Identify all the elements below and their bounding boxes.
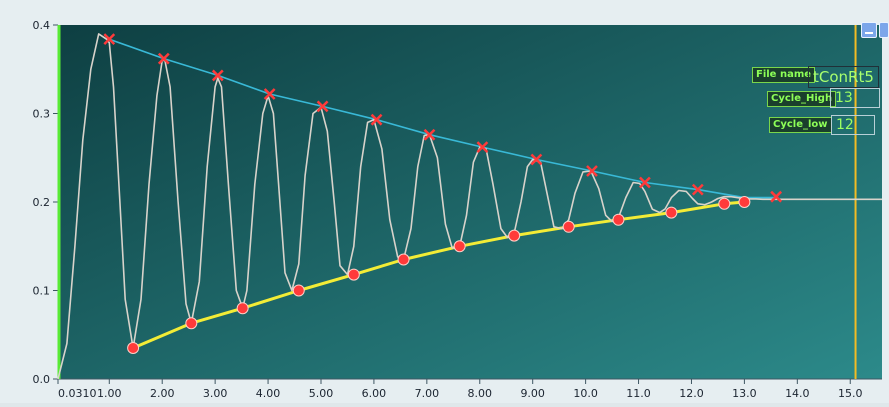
cycle-low-label: Cycle_low <box>769 117 832 133</box>
peak-marker <box>423 128 436 141</box>
peak-marker <box>770 190 783 203</box>
x-tick-label: 5.00 <box>309 387 334 400</box>
peak-marker-stroke <box>586 165 598 177</box>
y-tick-label: 0.3 <box>33 108 51 121</box>
peak-marker-stroke <box>423 128 436 141</box>
minimize-icon[interactable] <box>861 22 877 38</box>
peak-marker-stroke <box>316 100 329 113</box>
peak-marker-stroke <box>211 69 224 82</box>
upper-envelope-line <box>109 38 777 199</box>
peak-marker <box>639 176 651 189</box>
peak-marker <box>691 183 704 196</box>
peak-marker <box>211 69 224 82</box>
peak-marker <box>263 88 276 100</box>
x-tick-label: 10.0 <box>573 387 598 400</box>
x-tick-label: 13.0 <box>732 387 757 400</box>
cycle-high-value[interactable]: 13 <box>830 88 880 108</box>
x-tick-label: 11.0 <box>626 387 651 400</box>
peak-marker-stroke <box>103 33 116 46</box>
valley-marker <box>347 268 360 281</box>
peak-marker-stroke <box>476 141 489 154</box>
peak-marker <box>316 100 329 113</box>
valley-marker <box>185 317 198 330</box>
peak-marker-stroke <box>691 183 704 196</box>
y-axis-ticks: 0.4 0.3 0.2 0.1 0.0 <box>33 19 58 386</box>
peak-marker <box>157 52 170 65</box>
y-tick-label: 0.2 <box>33 196 51 209</box>
valley-marker <box>127 342 140 355</box>
peak-marker-stroke <box>530 153 543 166</box>
restore-icon[interactable] <box>879 22 889 38</box>
y-tick-label: 0.1 <box>33 285 51 298</box>
peak-marker-stroke <box>157 52 170 65</box>
x-tick-label: 12.0 <box>679 387 704 400</box>
peak-marker <box>103 33 116 46</box>
peak-marker-stroke <box>370 113 383 126</box>
marker-layer <box>103 33 783 355</box>
peak-marker-stroke <box>639 176 651 189</box>
valley-marker <box>397 253 410 266</box>
file-name-value[interactable]: tConRt5 <box>808 66 879 88</box>
x-tick-label: 2.00 <box>150 387 175 400</box>
x-tick-label: 14.0 <box>785 387 810 400</box>
cycle-low-value[interactable]: 12 <box>831 115 875 135</box>
file-name-label: File name <box>752 67 816 83</box>
x-tick-label: 1.00 <box>97 387 122 400</box>
x-axis-ticks: 0.0310 1.00 2.00 3.00 4.00 5.00 6.00 7.00 8.00 9.… <box>57 379 863 400</box>
peak-marker-stroke <box>263 88 276 100</box>
valley-marker <box>612 213 625 226</box>
valley-marker <box>562 220 575 233</box>
cycle-high-label: Cycle_High <box>767 91 837 107</box>
peak-marker-stroke <box>770 190 783 203</box>
x-tick-label: 0.0310 <box>58 387 97 400</box>
signal-line <box>57 33 882 380</box>
valley-marker <box>453 240 466 253</box>
peak-marker <box>586 165 598 177</box>
x-tick-label: 9.00 <box>520 387 545 400</box>
valley-marker <box>718 197 731 210</box>
valley-marker <box>236 302 249 315</box>
peak-marker <box>530 153 543 166</box>
x-tick-label: 4.00 <box>256 387 281 400</box>
cursor-layer <box>57 25 857 379</box>
valley-marker <box>292 284 305 297</box>
valley-marker <box>665 206 678 219</box>
valley-marker <box>738 196 751 208</box>
x-tick-label: 15.0 <box>838 387 863 400</box>
peak-marker <box>476 141 489 154</box>
x-tick-label: 7.00 <box>415 387 440 400</box>
peak-marker <box>370 113 383 126</box>
x-tick-label: 6.00 <box>362 387 387 400</box>
y-tick-label: 0.4 <box>33 19 51 32</box>
x-tick-label: 8.00 <box>468 387 493 400</box>
x-tick-label: 3.00 <box>203 387 228 400</box>
y-tick-label: 0.0 <box>33 373 51 386</box>
valley-marker <box>508 229 521 242</box>
